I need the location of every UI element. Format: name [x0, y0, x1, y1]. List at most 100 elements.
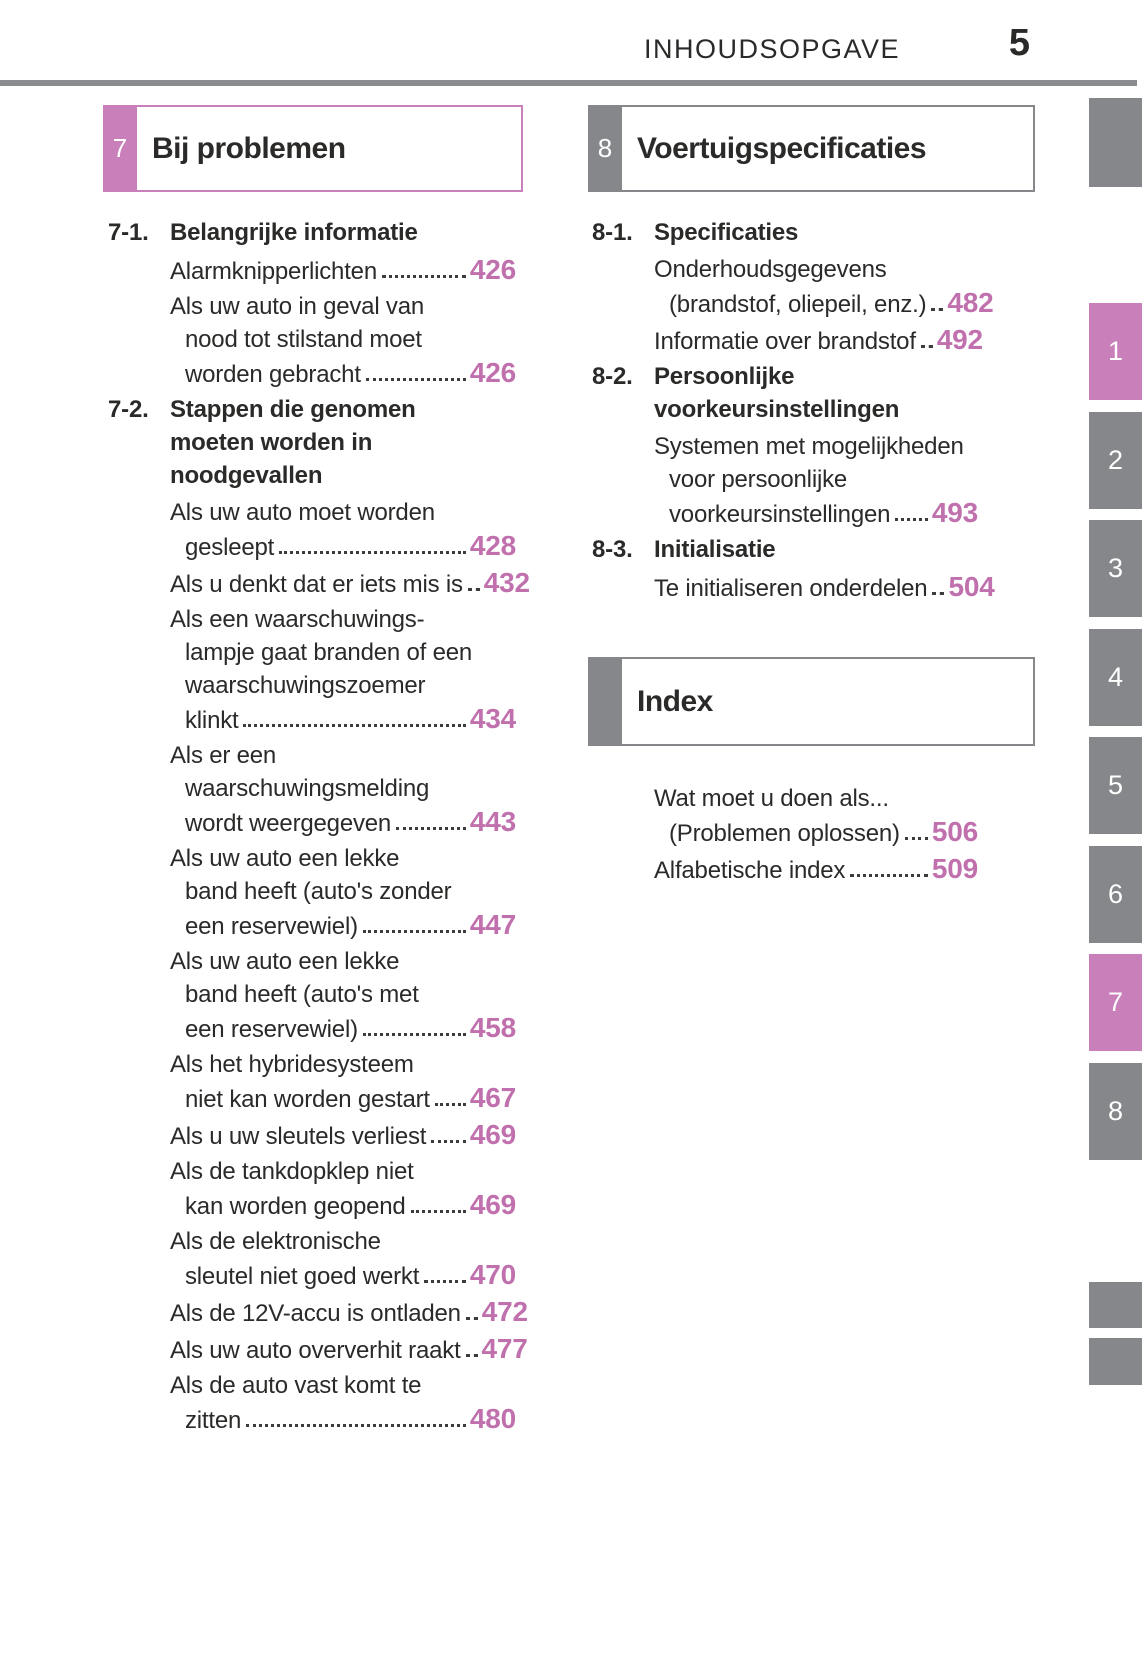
toc-entry-text: Als u uw sleutels verliest	[170, 1123, 427, 1150]
toc-row: Als de tankdopklep niet	[108, 1155, 516, 1188]
toc-page-number: 443	[469, 806, 516, 837]
toc-row: 8-2. Persoonlijke	[592, 360, 978, 393]
toc-row: Als de elektronische	[108, 1225, 516, 1258]
dot-leader	[904, 837, 928, 840]
toc-entry-text: worden gebracht	[185, 361, 361, 388]
toc-row: niet kan worden gestart 467	[108, 1081, 516, 1114]
toc-entry-text: Alarmknipperlichten	[170, 258, 377, 285]
toc-row: 8-3. Initialisatie	[592, 533, 978, 566]
toc-row: nood tot stilstand moet	[108, 323, 516, 356]
toc-entry-text: Als uw auto een lekke	[170, 845, 400, 872]
dot-leader	[895, 518, 928, 521]
dot-leader	[434, 1103, 466, 1106]
toc-row: Als er een	[108, 739, 516, 772]
toc-page-number: 428	[469, 530, 516, 561]
dot-leader	[931, 308, 944, 311]
toc-column-chapter-7: 7-1. Belangrijke informatie Alarmknipperli…	[108, 216, 530, 1435]
side-tab-6: 6	[1089, 846, 1142, 943]
toc-entry-text: Als een waarschuwings-	[170, 606, 425, 633]
toc-entry-text: Belangrijke informatie	[170, 219, 418, 246]
side-tab-7: 7	[1089, 954, 1142, 1051]
toc-row: lampje gaat branden of een	[108, 636, 516, 669]
toc-row: Als u denkt dat er iets mis is 432	[108, 566, 530, 599]
toc-entry-text: klinkt	[185, 707, 239, 734]
toc-entry-text: een reservewiel)	[185, 913, 358, 940]
toc-row: sleutel niet goed werkt 470	[108, 1258, 516, 1291]
toc-row: Als de 12V-accu is ontladen 472	[108, 1295, 528, 1328]
toc-row: Te initialiseren onderdelen 504	[592, 570, 995, 603]
dot-leader	[467, 588, 480, 591]
toc-entry-text: Als uw auto een lekke	[170, 948, 400, 975]
toc-entry-text: Als de 12V-accu is ontladen	[170, 1300, 461, 1327]
toc-row: Als een waarschuwings-	[108, 603, 516, 636]
toc-section-number: 7-2.	[108, 396, 149, 423]
toc-entry-text: Als u denkt dat er iets mis is	[170, 571, 463, 598]
toc-row: waarschuwingsmelding	[108, 772, 516, 805]
toc-entry-text: nood tot stilstand moet	[185, 326, 422, 353]
toc-entry-text: kan worden geopend	[185, 1193, 406, 1220]
dot-leader	[243, 724, 466, 727]
toc-entry-text: Als de tankdopklep niet	[170, 1158, 414, 1185]
toc-section-number: 8-3.	[592, 536, 633, 563]
toc-row: band heeft (auto's met	[108, 978, 516, 1011]
toc-row: klinkt 434	[108, 702, 516, 735]
toc-row: Als uw auto een lekke	[108, 842, 516, 875]
chapter-box-8: 8 Voertuigspecificaties	[588, 105, 1035, 192]
toc-row: band heeft (auto's zonder	[108, 875, 516, 908]
dot-leader	[362, 930, 466, 933]
toc-row: kan worden geopend 469	[108, 1188, 516, 1221]
toc-entry-text: Alfabetische index	[654, 857, 846, 884]
side-tab-blank	[1089, 1338, 1142, 1385]
toc-page-number: 480	[469, 1403, 516, 1434]
toc-column-chapter-8: 8-1. Specificaties Onderhoudsgegevens (bran…	[592, 216, 995, 603]
dot-leader	[246, 1424, 466, 1427]
side-tab-1: 1	[1089, 303, 1142, 400]
toc-page-number: 426	[469, 254, 516, 285]
dot-leader	[279, 551, 466, 554]
dot-leader	[920, 345, 933, 348]
toc-page-number: 506	[931, 816, 978, 847]
toc-page-number: 472	[481, 1296, 528, 1327]
dot-leader	[410, 1210, 466, 1213]
toc-row: 7-1. Belangrijke informatie	[108, 216, 516, 249]
toc-entry-text: Te initialiseren onderdelen	[654, 575, 928, 602]
toc-entry-text: Stappen die genomen	[170, 396, 416, 423]
toc-row: een reservewiel) 447	[108, 908, 516, 941]
toc-entry-text: wordt weergegeven	[185, 810, 392, 837]
toc-row: voor persoonlijke	[592, 463, 978, 496]
dot-leader	[465, 1354, 478, 1357]
toc-page-number: 477	[481, 1333, 528, 1364]
toc-entry-text: Initialisatie	[654, 536, 776, 563]
toc-entry-text: Specificaties	[654, 219, 799, 246]
page-header-title: INHOUDSOPGAVE	[643, 34, 900, 64]
toc-page-number: 432	[483, 567, 530, 598]
toc-section-number: 7-1.	[108, 219, 149, 246]
toc-entry-text: Als uw auto oververhit raakt	[170, 1337, 461, 1364]
toc-row: zitten 480	[108, 1402, 516, 1435]
toc-entry-text: voor persoonlijke	[669, 466, 848, 493]
toc-entry-text: Informatie over brandstof	[654, 328, 916, 355]
toc-row: moeten worden in	[108, 426, 516, 459]
toc-entry-text: Als uw auto in geval van	[170, 293, 425, 320]
toc-entry-text: Als het hybridesysteem	[170, 1051, 414, 1078]
chapter-number-tab: 7	[103, 105, 137, 192]
toc-entry-text: moeten worden in	[170, 429, 373, 456]
toc-entry-text: Als de auto vast komt te	[170, 1372, 422, 1399]
dot-leader	[431, 1140, 466, 1143]
chapter-title: Voertuigspecificaties	[637, 131, 927, 165]
dot-leader	[932, 592, 945, 595]
chapter-title: Bij problemen	[152, 131, 346, 165]
toc-entry-text: (Problemen oplossen)	[669, 820, 900, 847]
toc-row: Informatie over brandstof 492	[592, 323, 983, 356]
toc-page-number: 504	[948, 571, 995, 602]
toc-entry-text: voorkeursinstellingen	[669, 501, 891, 528]
toc-entry-text: sleutel niet goed werkt	[185, 1263, 420, 1290]
toc-row: Als uw auto een lekke	[108, 945, 516, 978]
toc-page-number: 469	[469, 1189, 516, 1220]
toc-row: 8-1. Specificaties	[592, 216, 978, 249]
toc-row: wordt weergegeven 443	[108, 805, 516, 838]
toc-row: Als de auto vast komt te	[108, 1369, 516, 1402]
dot-leader	[381, 275, 466, 278]
dot-leader	[365, 378, 466, 381]
toc-row: waarschuwingszoemer	[108, 669, 516, 702]
